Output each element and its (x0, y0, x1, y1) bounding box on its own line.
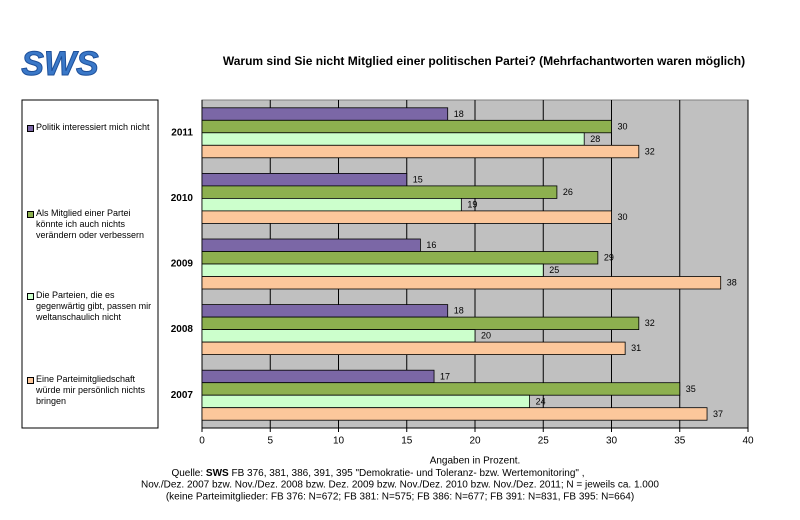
legend-box (21, 99, 159, 429)
legend-entry: Als Mitglied einer Partei könnte ich auc… (36, 208, 145, 240)
value-label: 35 (686, 384, 696, 394)
bar (201, 238, 421, 252)
value-label: 24 (536, 396, 546, 406)
value-label: 19 (467, 200, 477, 210)
value-label: 28 (590, 134, 600, 144)
value-label: 32 (645, 146, 655, 156)
value-label: 30 (618, 121, 628, 131)
legend-entry: Eine Parteimitgliedschaft würde mir pers… (36, 374, 146, 406)
x-tick-label: 20 (469, 436, 481, 447)
bar (201, 197, 462, 212)
bar (201, 132, 585, 146)
bar (201, 144, 640, 159)
bar (201, 251, 599, 265)
value-label: 15 (413, 175, 423, 185)
value-label: 16 (426, 240, 436, 250)
value-label: 18 (454, 109, 464, 119)
bar (201, 276, 722, 290)
y-tick-label: 2007 (171, 390, 194, 401)
x-tick-label: 40 (742, 436, 754, 447)
bar (201, 210, 612, 224)
bar (201, 394, 531, 409)
bar (201, 382, 681, 396)
chart-title: Warum sind Sie nicht Mitglied einer poli… (223, 54, 745, 68)
value-label: 31 (631, 343, 641, 353)
bar (201, 185, 558, 199)
y-tick-label: 2010 (171, 193, 194, 204)
x-axis-label: Angaben in Prozent. (430, 456, 521, 467)
value-label: 38 (727, 278, 737, 288)
bar (201, 263, 544, 277)
legend-entry: Politik interessiert mich nicht (36, 122, 150, 132)
bar (201, 304, 449, 318)
value-label: 20 (481, 331, 491, 341)
source-prefix: Quelle: (171, 468, 203, 479)
legend-marker (27, 211, 34, 218)
x-tick-label: 15 (401, 436, 413, 447)
source-line: Nov./Dez. 2007 bzw. Nov./Dez. 2008 bzw. … (141, 480, 659, 491)
x-tick-label: 10 (333, 436, 345, 447)
source-line: (keine Parteimitglieder: FB 376: N=672; … (166, 492, 634, 503)
value-label: 29 (604, 253, 614, 263)
bar (201, 316, 640, 331)
bar (201, 172, 408, 187)
logo: SWS (21, 45, 99, 83)
source-rest: FB 376, 381, 386, 391, 395 "Demokratie- … (231, 468, 584, 479)
bar (201, 119, 612, 134)
value-label: 30 (618, 212, 628, 222)
y-tick-label: 2008 (171, 324, 194, 335)
bar (201, 329, 476, 343)
value-label: 32 (645, 318, 655, 328)
value-label: 17 (440, 371, 450, 381)
bar (201, 107, 449, 121)
legend-marker (27, 125, 34, 132)
legend-marker (27, 293, 34, 300)
source: Quelle: SWS FB 376, 381, 386, 391, 395 "… (171, 468, 584, 479)
y-tick-label: 2009 (171, 259, 194, 270)
x-tick-label: 35 (674, 436, 686, 447)
value-label: 37 (713, 409, 723, 419)
x-tick-label: 25 (538, 436, 550, 447)
bar (201, 341, 626, 356)
x-tick-label: 5 (267, 436, 273, 447)
bar (201, 407, 708, 421)
x-tick-label: 0 (199, 436, 205, 447)
value-label: 26 (563, 187, 573, 197)
legend-marker (27, 377, 34, 384)
legend-entry: Die Parteien, die es gegenwärtig gibt, p… (36, 290, 152, 322)
bar (201, 369, 435, 384)
value-label: 18 (454, 306, 464, 316)
x-tick-label: 30 (606, 436, 618, 447)
source-brand: SWS (206, 468, 229, 479)
value-label: 25 (549, 265, 559, 275)
y-tick-label: 2011 (171, 127, 193, 138)
